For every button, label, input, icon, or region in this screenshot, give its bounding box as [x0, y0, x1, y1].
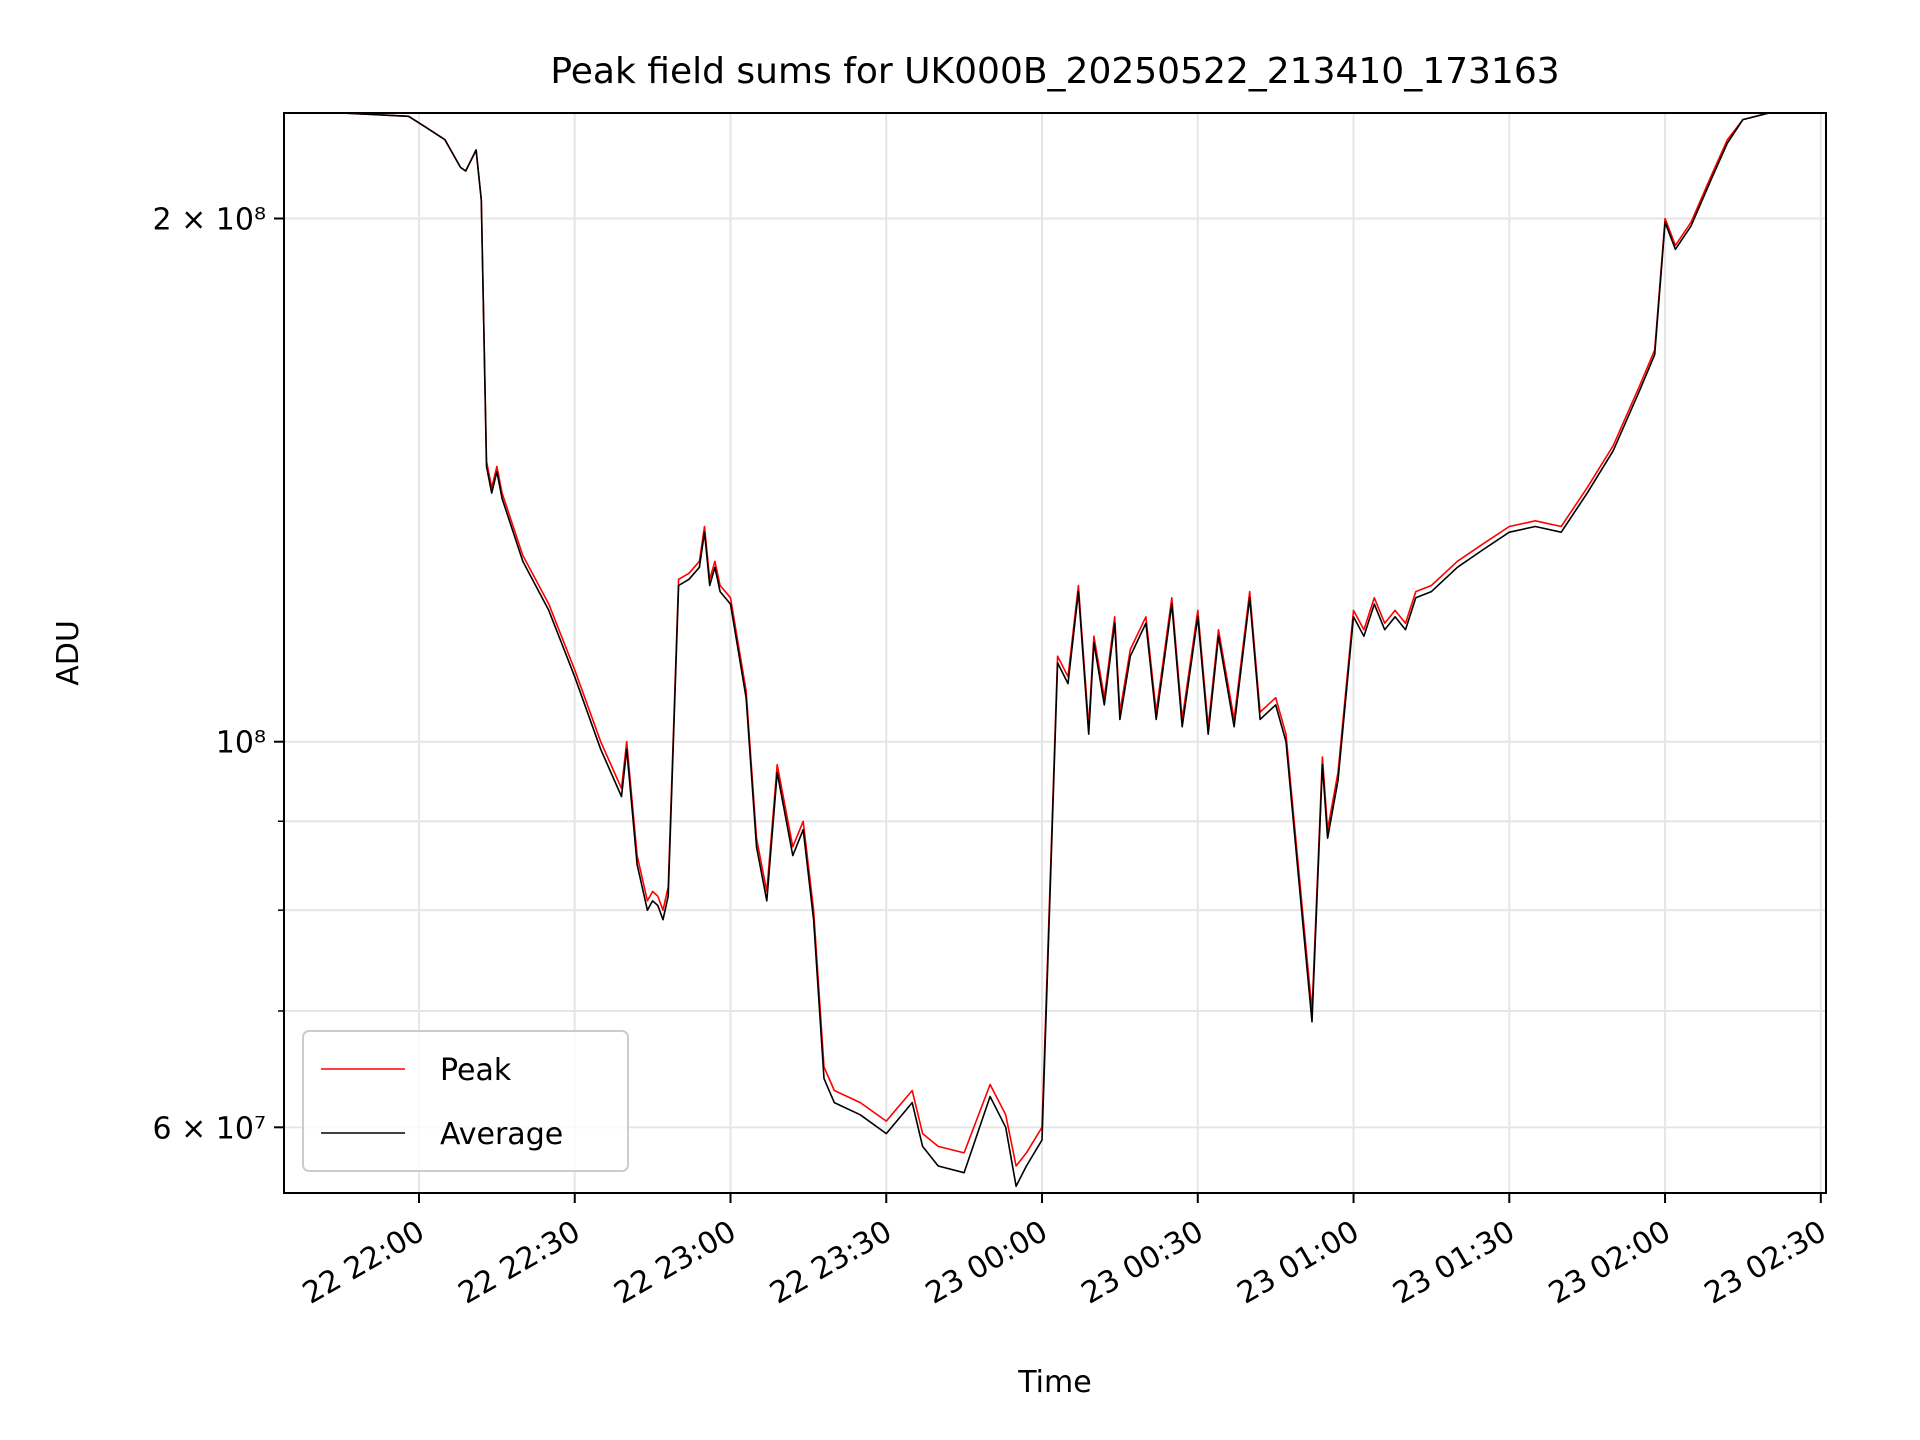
plot-frame: [283, 112, 1827, 1194]
series-line-average: [284, 113, 1826, 1187]
legend-label-average: Average: [440, 1117, 563, 1152]
series-layer: [284, 113, 1826, 1187]
chart-title: Peak field sums for UK000B_20250522_2134…: [550, 51, 1559, 92]
y-tick-label: 6 × 10⁷: [153, 1111, 267, 1146]
y-tick-label: 10⁸: [216, 726, 266, 761]
legend-label-peak: Peak: [440, 1053, 512, 1088]
x-axis-label: Time: [1017, 1365, 1091, 1400]
y-tick-label: 2 × 10⁸: [153, 202, 267, 237]
legend: Peak Average: [302, 1030, 629, 1172]
legend-box: [302, 1030, 629, 1172]
y-axis-label: ADU: [51, 620, 86, 686]
